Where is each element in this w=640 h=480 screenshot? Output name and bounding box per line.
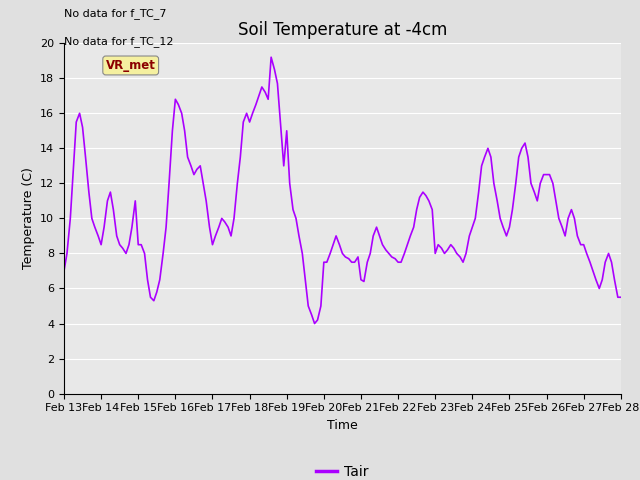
Tair <box>178 110 186 116</box>
Text: No data for f_TC_7: No data for f_TC_7 <box>64 8 166 19</box>
Legend: Tair: Tair <box>310 460 374 480</box>
X-axis label: Time: Time <box>327 419 358 432</box>
Tair <box>276 119 284 125</box>
Tair <box>128 224 136 230</box>
Tair <box>617 294 625 300</box>
Title: Soil Temperature at -4cm: Soil Temperature at -4cm <box>237 21 447 39</box>
Tair <box>561 233 569 239</box>
Tair <box>605 251 612 256</box>
Tair <box>72 119 80 125</box>
Tair <box>310 321 318 326</box>
Line: Tair: Tair <box>64 57 621 324</box>
Text: VR_met: VR_met <box>106 59 156 72</box>
Text: No data for f_TC_12: No data for f_TC_12 <box>64 36 173 47</box>
Y-axis label: Temperature (C): Temperature (C) <box>22 168 35 269</box>
Tair <box>268 54 275 60</box>
Tair <box>60 268 68 274</box>
